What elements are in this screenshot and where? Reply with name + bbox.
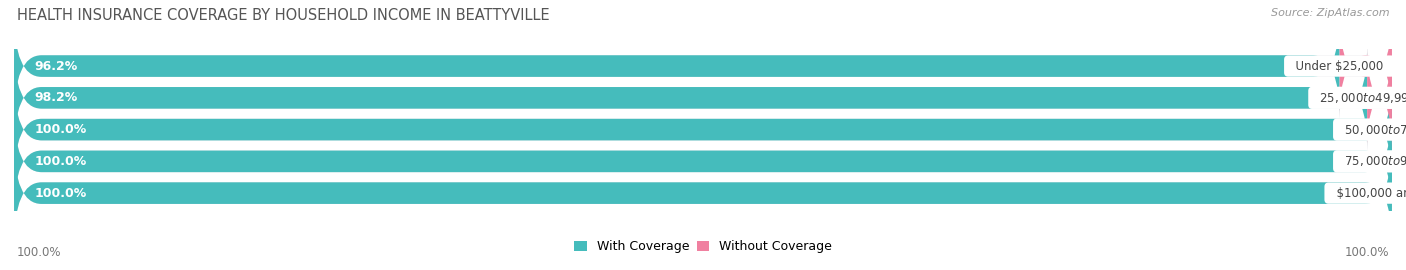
Text: $75,000 to $99,999: $75,000 to $99,999 [1337,154,1406,168]
Text: $100,000 and over: $100,000 and over [1329,187,1406,200]
FancyBboxPatch shape [14,45,1367,151]
Text: 100.0%: 100.0% [17,246,62,259]
FancyBboxPatch shape [14,77,1392,182]
FancyBboxPatch shape [1364,45,1395,151]
FancyBboxPatch shape [1340,13,1392,119]
Legend: With Coverage, Without Coverage: With Coverage, Without Coverage [574,240,832,253]
Text: 100.0%: 100.0% [35,123,87,136]
FancyBboxPatch shape [14,109,1392,214]
Text: 100.0%: 100.0% [35,187,87,200]
FancyBboxPatch shape [14,140,1392,246]
FancyBboxPatch shape [14,77,1392,182]
Text: 100.0%: 100.0% [35,155,87,168]
Text: 98.2%: 98.2% [35,91,77,104]
Text: Under $25,000: Under $25,000 [1288,60,1391,73]
FancyBboxPatch shape [14,140,1392,246]
Text: $50,000 to $74,999: $50,000 to $74,999 [1337,123,1406,137]
Text: HEALTH INSURANCE COVERAGE BY HOUSEHOLD INCOME IN BEATTYVILLE: HEALTH INSURANCE COVERAGE BY HOUSEHOLD I… [17,8,550,23]
Text: 100.0%: 100.0% [1344,246,1389,259]
Text: Source: ZipAtlas.com: Source: ZipAtlas.com [1271,8,1389,18]
FancyBboxPatch shape [14,13,1340,119]
FancyBboxPatch shape [14,13,1392,119]
FancyBboxPatch shape [14,45,1392,151]
Text: 96.2%: 96.2% [35,60,77,73]
Text: $25,000 to $49,999: $25,000 to $49,999 [1312,91,1406,105]
FancyBboxPatch shape [14,109,1392,214]
